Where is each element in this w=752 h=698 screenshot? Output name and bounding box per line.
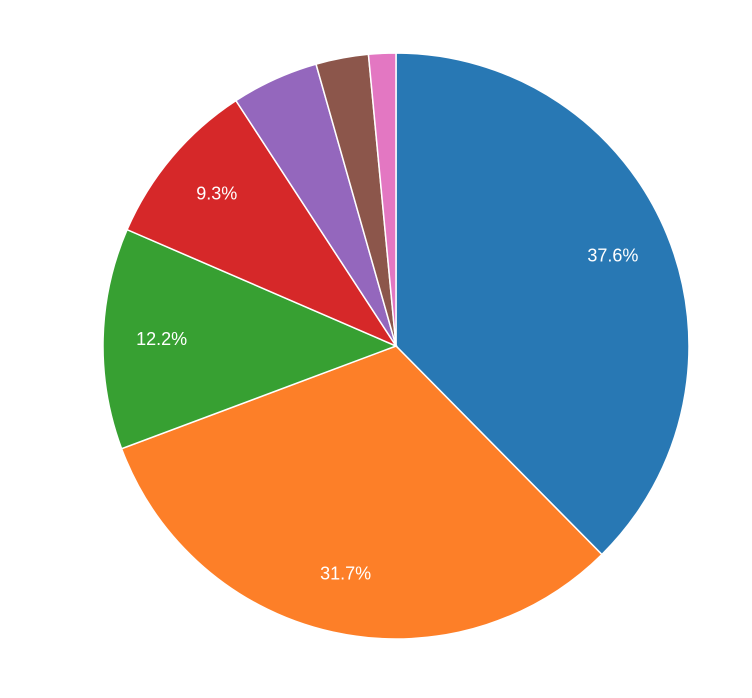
pie-slice <box>395 52 690 556</box>
pie-slice <box>102 228 399 450</box>
value-label: 12.2% <box>136 329 187 349</box>
value-label: 9.3% <box>196 184 237 204</box>
pie-slice <box>120 345 603 640</box>
value-label: 31.7% <box>320 564 371 584</box>
pie-slice <box>367 52 397 347</box>
pie-slice <box>126 99 398 348</box>
value-label: 37.6% <box>587 246 638 266</box>
